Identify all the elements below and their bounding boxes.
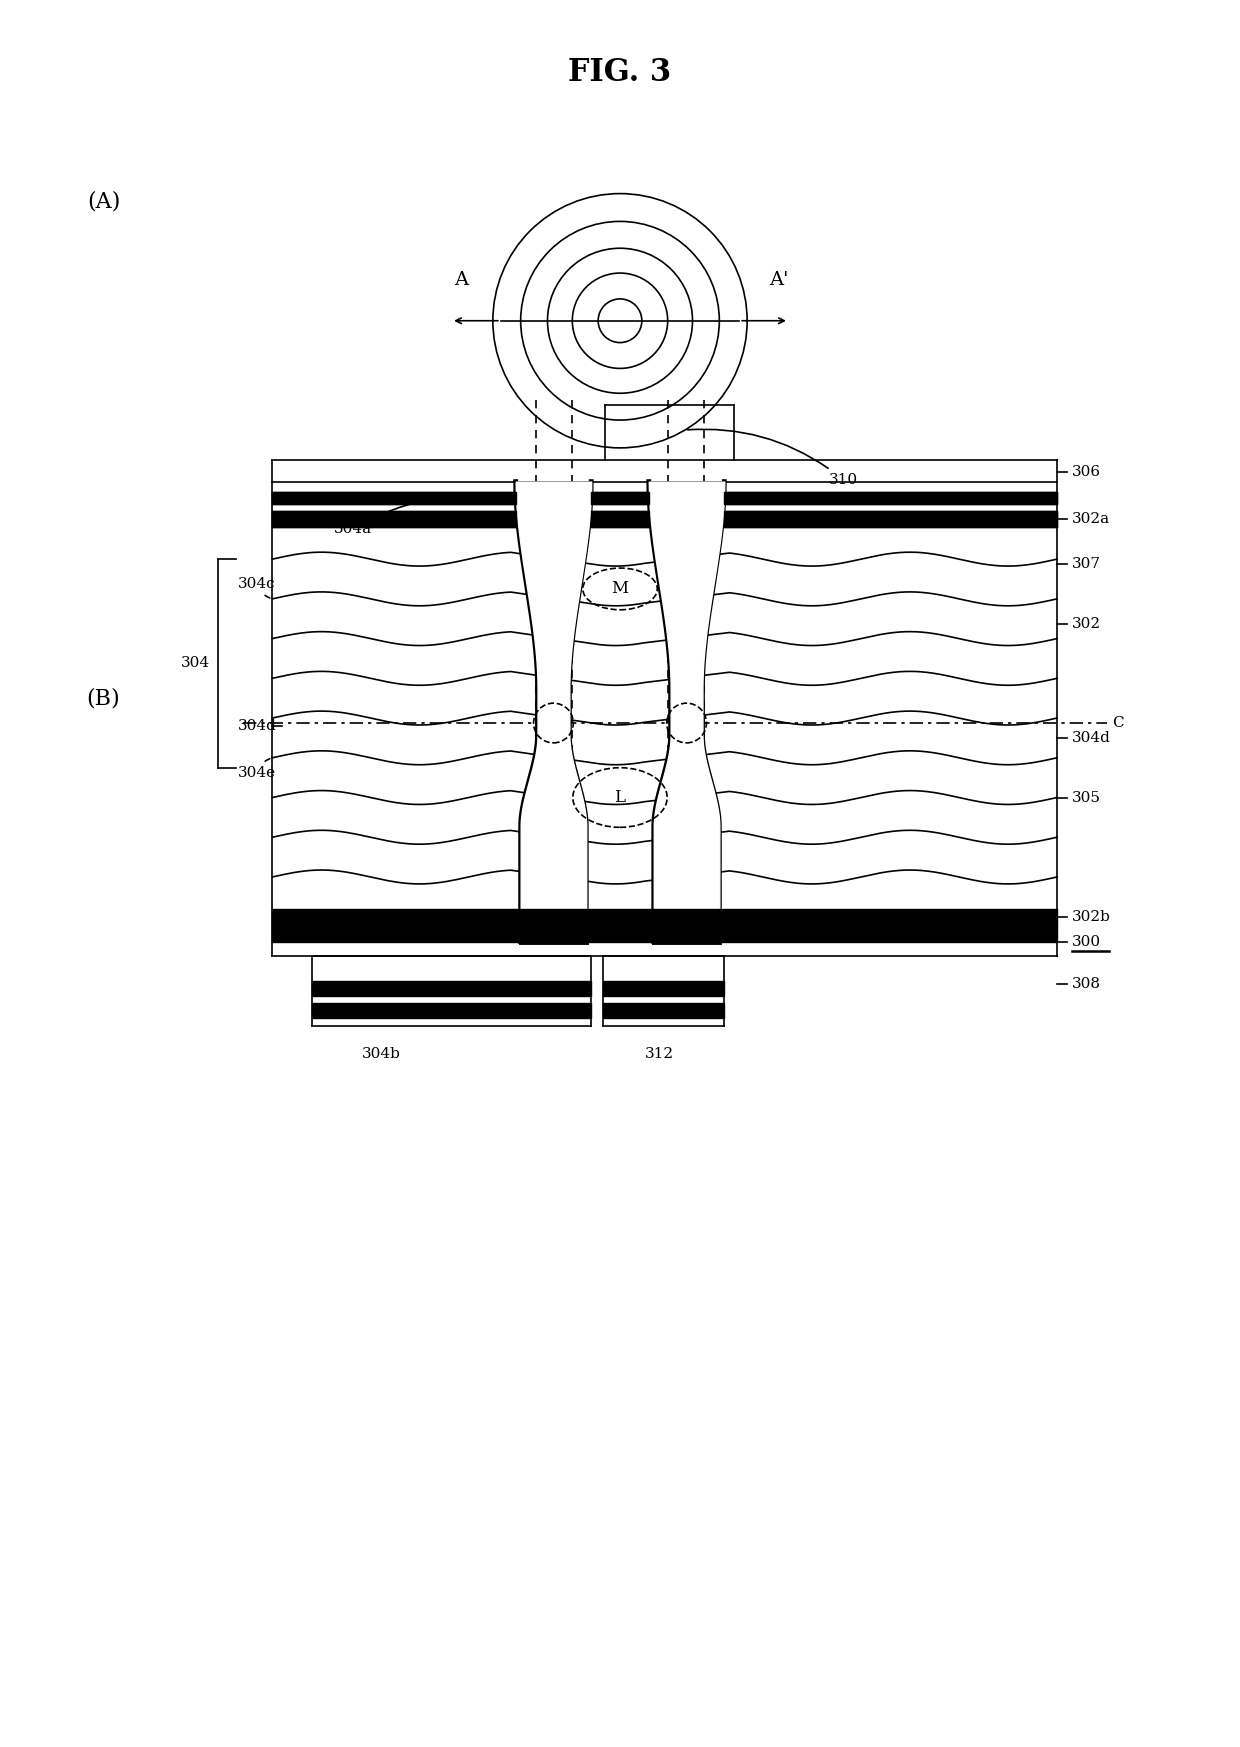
- Text: 312: 312: [645, 1046, 675, 1060]
- Text: 304c: 304c: [238, 577, 275, 597]
- Text: 304e: 304e: [238, 758, 275, 779]
- Text: 304d: 304d: [238, 720, 277, 734]
- Text: 302a: 302a: [1071, 512, 1110, 526]
- Text: 304: 304: [181, 657, 210, 671]
- Text: 307: 307: [1071, 557, 1101, 571]
- Text: FIG. 3: FIG. 3: [568, 58, 672, 87]
- Text: C: C: [1112, 716, 1123, 730]
- Text: M: M: [611, 580, 629, 597]
- Text: 304a: 304a: [334, 496, 551, 536]
- Text: (A): (A): [87, 190, 120, 213]
- Text: 308: 308: [1071, 977, 1101, 991]
- Text: 304d: 304d: [1071, 730, 1111, 744]
- Text: 305: 305: [1071, 790, 1101, 805]
- Text: 302b: 302b: [1071, 910, 1111, 924]
- Text: (B): (B): [87, 687, 120, 709]
- Text: 310: 310: [687, 430, 858, 487]
- Text: A': A': [769, 271, 789, 288]
- Text: 306: 306: [1071, 465, 1101, 479]
- Text: 302: 302: [1071, 617, 1101, 631]
- Text: 300: 300: [1071, 935, 1101, 949]
- Text: 304b: 304b: [362, 1046, 401, 1060]
- Text: L: L: [615, 790, 625, 805]
- Text: A: A: [454, 271, 469, 288]
